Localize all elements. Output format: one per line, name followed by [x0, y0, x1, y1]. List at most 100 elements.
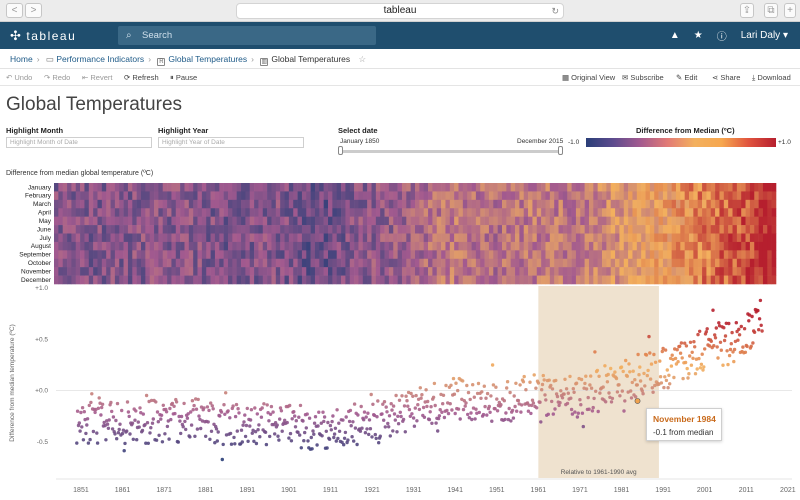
- heatmap-cell: [214, 241, 220, 251]
- date-slider-track[interactable]: [340, 150, 562, 153]
- heatmap-cell: [106, 233, 111, 243]
- highlight-month-input[interactable]: Highlight Month of Date: [6, 137, 152, 148]
- heatmap-cell: [293, 216, 298, 226]
- heatmap-cell: [271, 267, 277, 276]
- data-point: [367, 432, 371, 437]
- heatmap-cell: [401, 267, 407, 276]
- data-point: [559, 389, 563, 393]
- heatmap-cell: [180, 199, 185, 209]
- heatmap-cell: [345, 216, 351, 226]
- data-point: [437, 414, 442, 418]
- data-point: [363, 431, 368, 435]
- pause-button[interactable]: ⏸ Pause: [170, 73, 198, 82]
- data-point: [254, 441, 259, 446]
- data-point: [566, 391, 570, 395]
- info-icon[interactable]: ⓘ: [716, 32, 727, 43]
- user-menu[interactable]: Lari Daly ▾: [741, 30, 788, 41]
- heatmap-cell: [436, 208, 442, 217]
- undo-button[interactable]: ↶ Undo: [6, 73, 33, 82]
- heatmap-cell: [110, 258, 116, 268]
- heatmap-cell: [602, 216, 607, 226]
- download-label: Download: [757, 73, 791, 82]
- data-point: [604, 400, 608, 404]
- favorite-star-icon[interactable]: ☆: [358, 54, 367, 64]
- heatmap-cell: [210, 250, 216, 260]
- search-icon: ⌕: [126, 30, 132, 41]
- heatmap-cell: [71, 267, 77, 276]
- data-point: [757, 328, 761, 332]
- charts-svg[interactable]: JanuaryFebruaryMarchAprilMayJuneJulyAugu…: [0, 168, 800, 500]
- data-point: [120, 408, 124, 413]
- download-button[interactable]: ⤓ Download: [752, 73, 791, 82]
- heatmap-cell: [406, 233, 411, 243]
- data-point: [289, 439, 294, 443]
- new-tab-icon[interactable]: +: [784, 3, 796, 18]
- heatmap-cell: [532, 191, 538, 201]
- heatmap-cell: [562, 191, 568, 201]
- heatmap-cell: [593, 225, 598, 234]
- heatmap-cell: [732, 258, 738, 268]
- forward-button[interactable]: >: [25, 3, 42, 18]
- date-slider-start-handle[interactable]: [338, 146, 343, 155]
- address-bar[interactable]: tableau ↻: [236, 3, 564, 19]
- original-view-button[interactable]: ▦ Original View: [562, 73, 616, 82]
- heatmap-cell: [280, 183, 285, 192]
- breadcrumb-workbook[interactable]: Global Temperatures: [168, 54, 248, 64]
- heatmap-cell: [693, 225, 699, 234]
- reload-icon[interactable]: ↻: [551, 6, 559, 16]
- refresh-button[interactable]: ⟳ Refresh: [124, 73, 159, 82]
- heatmap-cell: [249, 233, 255, 243]
- heatmap-cell: [154, 216, 159, 226]
- search-input[interactable]: ⌕ Search: [118, 26, 376, 45]
- data-point: [540, 382, 545, 387]
- heatmap-cell: [506, 199, 511, 209]
- reference-band: [538, 286, 659, 478]
- heatmap-cell: [114, 183, 120, 192]
- heatmap-cell: [93, 233, 98, 243]
- heatmap-cell: [154, 208, 159, 217]
- heatmap-cell: [471, 258, 477, 268]
- heatmap-cell: [758, 225, 764, 234]
- heatmap-cell: [506, 250, 511, 260]
- tableau-logo[interactable]: ✣ tableau: [10, 28, 76, 44]
- heatmap-cell: [223, 191, 229, 201]
- heatmap-cell: [567, 216, 572, 226]
- data-point: [387, 414, 392, 418]
- heatmap-cell: [771, 225, 777, 234]
- data-point: [353, 426, 358, 430]
- heatmap-cell: [62, 267, 68, 276]
- breadcrumb-project[interactable]: Performance Indicators: [56, 54, 145, 64]
- heatmap-cell: [97, 191, 103, 201]
- heatmap-cell: [449, 233, 455, 243]
- share-sheet-icon[interactable]: ⇪: [740, 3, 754, 18]
- data-point: [722, 338, 727, 343]
- subscribe-button[interactable]: ✉ Subscribe: [622, 73, 664, 82]
- share-button[interactable]: ⋖ Share: [712, 73, 741, 82]
- back-button[interactable]: <: [6, 3, 23, 18]
- heatmap-cell: [641, 250, 646, 260]
- redo-button[interactable]: ↷ Redo: [44, 73, 71, 82]
- heatmap-cell: [436, 191, 442, 201]
- heatmap-cell: [454, 208, 459, 217]
- revert-button[interactable]: ⇤ Revert: [82, 73, 113, 82]
- edit-button[interactable]: ✎ Edit: [676, 73, 698, 82]
- heatmap-cell: [545, 225, 551, 234]
- heatmap-cell: [715, 233, 720, 243]
- heatmap-cell: [519, 208, 525, 217]
- date-slider-end-handle[interactable]: [558, 146, 563, 155]
- heatmap-cell: [475, 267, 481, 276]
- data-point: [539, 420, 543, 424]
- tabs-icon[interactable]: ⧉: [764, 3, 778, 18]
- favorites-icon[interactable]: ★: [693, 30, 703, 41]
- data-point: [189, 423, 194, 427]
- breadcrumb-home[interactable]: Home: [10, 54, 33, 64]
- heatmap-cell: [645, 275, 651, 285]
- highlight-year-input[interactable]: Highlight Year of Date: [158, 137, 304, 148]
- heatmap-cell: [354, 199, 359, 209]
- heatmap-cell: [454, 233, 459, 243]
- data-point: [149, 426, 153, 430]
- heatmap-cell: [432, 199, 438, 209]
- alert-icon[interactable]: ▲: [669, 30, 680, 41]
- heatmap-cell: [575, 250, 581, 260]
- heatmap-cell: [749, 275, 755, 285]
